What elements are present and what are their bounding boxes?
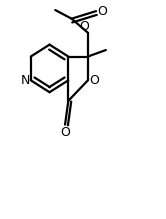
Text: O: O (80, 20, 90, 33)
Text: O: O (60, 126, 70, 139)
Text: N: N (21, 74, 31, 87)
Text: O: O (97, 5, 107, 18)
Text: O: O (89, 74, 99, 87)
